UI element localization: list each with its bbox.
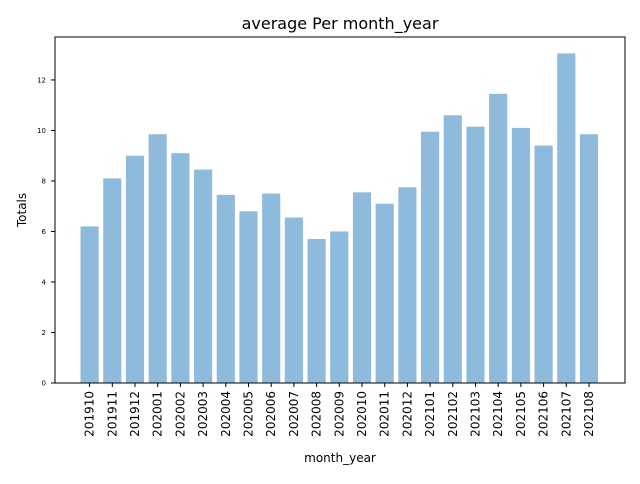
x-tick-label: 202002 bbox=[173, 391, 187, 437]
x-tick-label: 202105 bbox=[514, 391, 528, 437]
x-tick-label: 202010 bbox=[355, 391, 369, 437]
y-tick-label: 0 bbox=[42, 380, 46, 388]
bar-202002 bbox=[171, 153, 190, 383]
y-tick-label: 6 bbox=[42, 228, 47, 236]
bar-201910 bbox=[80, 226, 99, 383]
chart-title: average Per month_year bbox=[242, 14, 439, 34]
x-axis-label: month_year bbox=[304, 451, 376, 465]
plot-frame bbox=[54, 36, 626, 384]
x-tick-label: 202101 bbox=[423, 391, 437, 437]
x-tick-label: 202007 bbox=[287, 391, 301, 437]
bar-201911 bbox=[103, 178, 122, 383]
x-tick-label: 202107 bbox=[559, 391, 573, 437]
y-tick-label: 4 bbox=[42, 278, 47, 286]
y-tick-label: 12 bbox=[37, 76, 46, 84]
bar-202103 bbox=[466, 126, 485, 384]
y-ticks-group: 0 2 4 6 8 10 12 bbox=[37, 76, 55, 388]
bar-202104 bbox=[489, 93, 508, 383]
bar-201912 bbox=[125, 155, 145, 383]
x-tick-label: 202108 bbox=[582, 391, 596, 437]
y-axis-label: Totals bbox=[15, 193, 29, 228]
bar-202012 bbox=[398, 187, 417, 383]
bar-202102 bbox=[443, 115, 462, 384]
y-tick-label: 2 bbox=[42, 329, 46, 337]
x-tick-label: 202103 bbox=[469, 391, 483, 437]
x-tick-label: 201912 bbox=[128, 391, 142, 437]
bar-202106 bbox=[534, 145, 553, 383]
x-tick-label: 202005 bbox=[242, 391, 256, 437]
x-tick-label: 202001 bbox=[151, 391, 165, 437]
bar-202001 bbox=[148, 134, 167, 383]
x-tick-label: 202009 bbox=[332, 391, 346, 437]
bar-202105 bbox=[511, 127, 530, 383]
bar-202006 bbox=[262, 193, 281, 383]
x-tick-label: 202004 bbox=[219, 391, 233, 437]
bar-202003 bbox=[194, 169, 213, 383]
bar-202108 bbox=[579, 134, 599, 383]
bar-202007 bbox=[284, 217, 303, 383]
bar-202005 bbox=[239, 211, 258, 383]
x-tick-label: 201911 bbox=[105, 391, 119, 437]
x-tick-label: 202006 bbox=[264, 391, 278, 437]
bar-202010 bbox=[352, 192, 372, 383]
bar-202011 bbox=[375, 203, 394, 383]
bar-202004 bbox=[216, 194, 235, 383]
x-tick-label: 202012 bbox=[400, 391, 414, 437]
x-tick-label: 202106 bbox=[537, 391, 551, 437]
bar-202101 bbox=[421, 131, 440, 383]
x-tick-label: 202008 bbox=[310, 391, 324, 437]
x-tick-label: 202003 bbox=[196, 391, 210, 437]
bars-group bbox=[80, 53, 599, 384]
x-tick-label: 201910 bbox=[83, 391, 97, 437]
x-tick-label: 202104 bbox=[491, 391, 505, 437]
y-tick-label: 10 bbox=[37, 127, 46, 135]
x-tick-label: 202102 bbox=[446, 391, 460, 437]
bar-202008 bbox=[307, 239, 326, 383]
x-tick-label: 202011 bbox=[378, 391, 392, 437]
x-ticks-group: 201910 201911 201912 202001 202002 202003 2020… bbox=[83, 383, 596, 437]
y-tick-label: 8 bbox=[42, 177, 46, 185]
bar-202009 bbox=[330, 231, 349, 383]
bar-202107 bbox=[557, 53, 576, 384]
